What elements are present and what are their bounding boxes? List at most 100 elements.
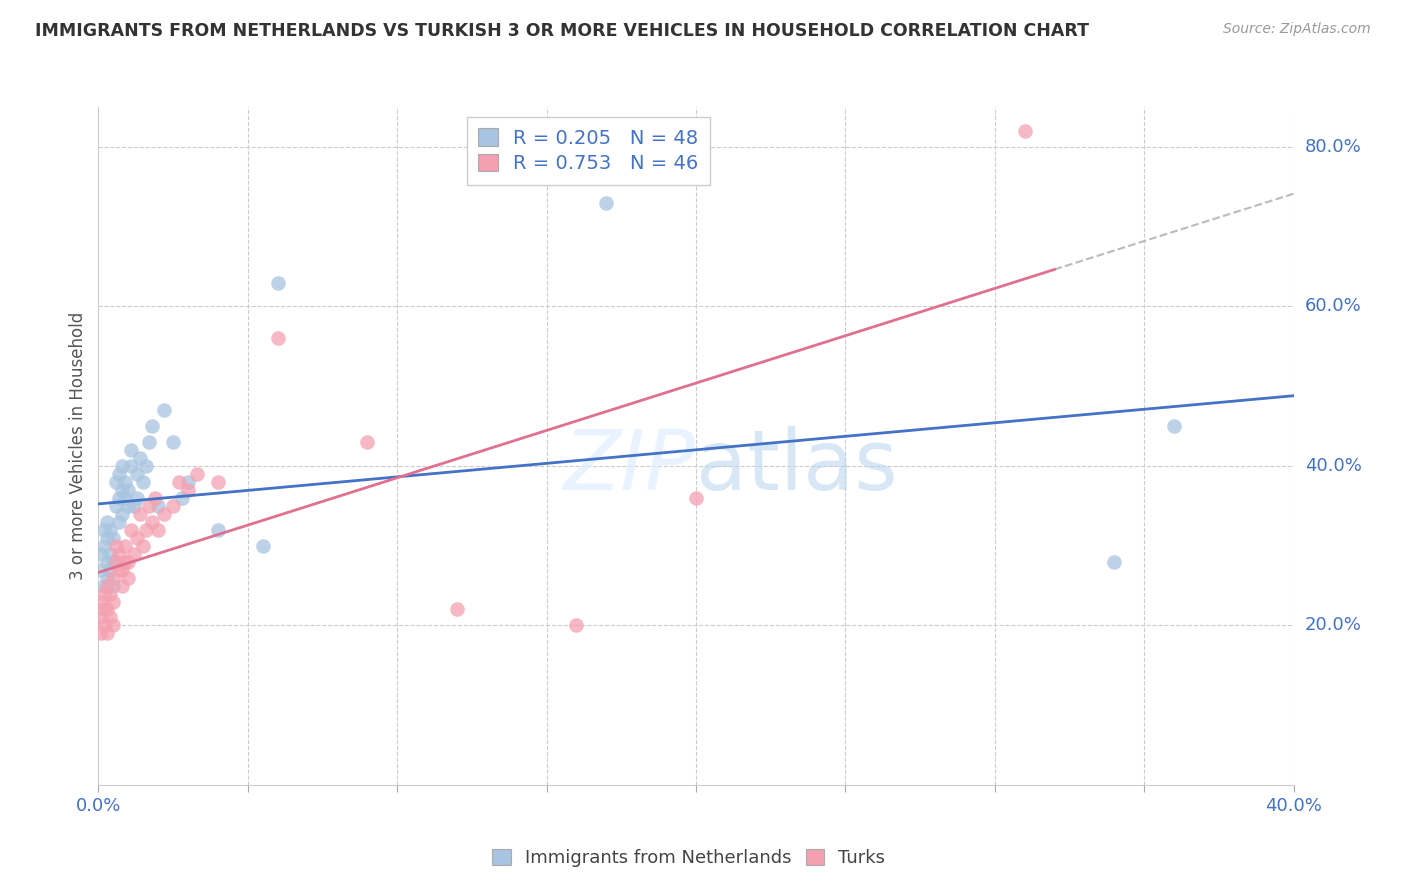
Point (117, 571, 139, 585)
Point (103, 618, 125, 632)
Point (93, 602, 115, 616)
Legend: Immigrants from Netherlands, Turks: Immigrants from Netherlands, Turks (485, 841, 893, 874)
Point (1163, 419, 1185, 434)
Point (177, 475, 200, 489)
Text: 20.0%: 20.0% (1305, 616, 1361, 634)
Point (120, 523, 142, 537)
Point (138, 435, 160, 450)
Point (105, 499, 128, 513)
Point (1014, 124, 1036, 138)
Point (141, 515, 163, 529)
Point (96, 571, 118, 585)
Point (148, 523, 170, 537)
Point (162, 435, 184, 450)
Point (124, 547, 146, 561)
Point (595, 195, 617, 210)
Point (267, 276, 290, 290)
Point (105, 475, 128, 489)
Point (127, 467, 149, 481)
Point (105, 539, 128, 553)
Point (114, 539, 136, 553)
Point (114, 475, 136, 489)
Point (446, 602, 468, 616)
Point (117, 483, 139, 497)
Point (103, 531, 125, 545)
Point (127, 491, 149, 505)
Point (172, 491, 194, 505)
Point (96, 515, 118, 529)
Point (132, 539, 155, 553)
Point (135, 458, 157, 473)
Point (111, 458, 134, 473)
Point (103, 571, 125, 585)
Point (108, 515, 131, 529)
Point (117, 499, 139, 513)
Point (111, 563, 134, 577)
Point (114, 555, 136, 569)
Text: atlas: atlas (696, 425, 897, 507)
Point (207, 475, 229, 489)
Point (93, 586, 115, 600)
Point (132, 475, 155, 489)
Point (111, 507, 134, 521)
Point (98, 523, 122, 537)
Point (103, 594, 125, 608)
Point (162, 499, 184, 513)
Point (96, 578, 118, 592)
Point (105, 555, 128, 569)
Point (685, 491, 707, 505)
Point (143, 491, 166, 505)
Text: 40.0%: 40.0% (1305, 457, 1361, 475)
Text: 80.0%: 80.0% (1305, 138, 1361, 156)
Point (177, 483, 200, 497)
Point (108, 563, 131, 577)
Point (93, 539, 115, 553)
Point (167, 475, 190, 489)
Point (90, 547, 112, 561)
Point (356, 435, 378, 450)
Point (117, 555, 139, 569)
Point (96, 555, 118, 569)
Point (148, 499, 170, 513)
Point (127, 531, 149, 545)
Point (153, 403, 176, 417)
Point (114, 491, 136, 505)
Point (135, 523, 157, 537)
Point (108, 491, 131, 505)
Point (96, 626, 118, 640)
Point (96, 531, 118, 545)
Point (120, 458, 142, 473)
Point (98, 563, 122, 577)
Point (90, 626, 112, 640)
Text: IMMIGRANTS FROM NETHERLANDS VS TURKISH 3 OR MORE VEHICLES IN HOUSEHOLD CORRELATI: IMMIGRANTS FROM NETHERLANDS VS TURKISH 3… (35, 22, 1090, 40)
Point (129, 507, 152, 521)
Point (98, 586, 122, 600)
Point (96, 602, 118, 616)
Legend: R = 0.205   N = 48, R = 0.753   N = 46: R = 0.205 N = 48, R = 0.753 N = 46 (467, 117, 710, 185)
Point (186, 467, 208, 481)
Point (267, 331, 290, 345)
Point (93, 578, 115, 592)
Point (129, 450, 152, 465)
Point (120, 442, 142, 457)
Point (93, 523, 115, 537)
Point (98, 547, 122, 561)
Point (124, 499, 146, 513)
Point (108, 467, 131, 481)
Point (207, 523, 229, 537)
Point (108, 547, 131, 561)
Point (153, 507, 176, 521)
Y-axis label: 3 or more Vehicles in Household: 3 or more Vehicles in Household (69, 312, 87, 580)
Text: Source: ZipAtlas.com: Source: ZipAtlas.com (1223, 22, 1371, 37)
Point (98, 610, 122, 624)
Point (103, 555, 125, 569)
Point (93, 618, 115, 632)
Point (111, 578, 134, 592)
Point (565, 618, 588, 632)
Point (138, 499, 160, 513)
Point (90, 563, 112, 577)
Point (141, 419, 163, 434)
Point (252, 539, 274, 553)
Text: 60.0%: 60.0% (1305, 297, 1361, 316)
Text: ZIP: ZIP (564, 425, 696, 507)
